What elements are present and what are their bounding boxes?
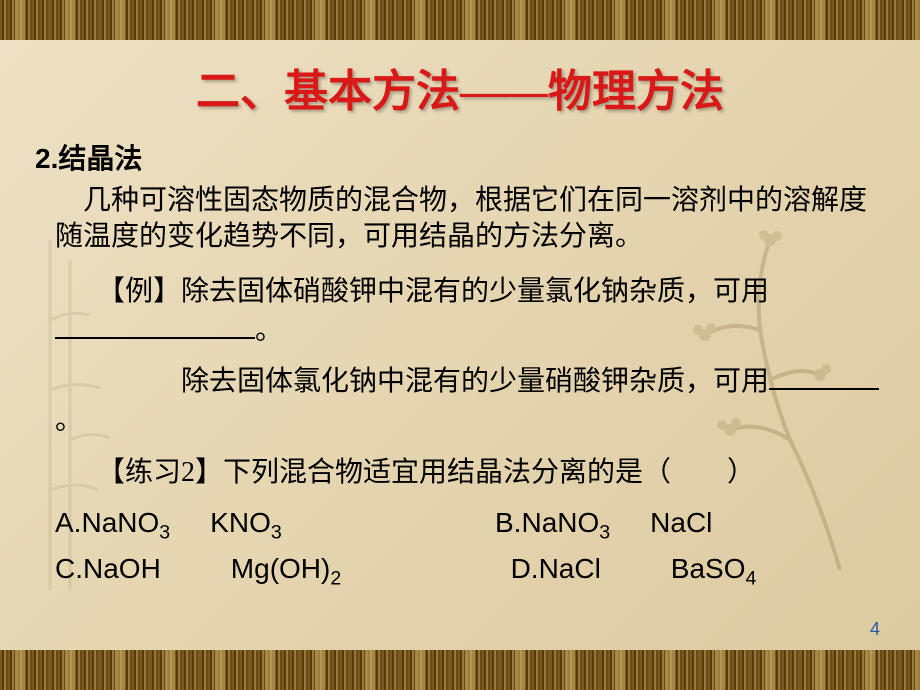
option-A-s1: 3 [159,521,170,543]
option-C-s2: 2 [330,567,341,589]
option-A-c2: KNO [210,507,271,538]
example-block-2: 除去固体氯化钠中混有的少量硝酸钾杂质，可用。 [35,362,885,440]
option-A: A.NaNO3KNO3 [55,502,495,548]
section-heading: 2.结晶法 [35,137,885,177]
option-D-c2: BaSO [671,553,746,584]
option-A-key: A. [55,507,81,538]
example-label: 【例】 [97,276,181,307]
option-C-key: C. [55,553,83,584]
option-B-s1: 3 [599,521,610,543]
exercise-block: 【练习2】下列混合物适宜用结晶法分离的是（ ） [35,453,885,492]
slide-title: 二、基本方法——物理方法 [35,55,885,119]
decorative-border-bottom [0,650,920,690]
example-block: 【例】除去固体硝酸钾中混有的少量氯化钠杂质，可用。 [35,272,885,350]
exercise-question: 下列混合物适宜用结晶法分离的是（ ） [223,457,755,488]
option-B-c2: NaCl [650,507,712,538]
options-block: A.NaNO3KNO3 B.NaNO3NaCl C.NaOHMg(OH)2 D.… [35,502,885,594]
section-description: 几种可溶性固态物质的混合物，根据它们在同一溶剂中的溶解度随温度的变化趋势不同，可… [35,183,885,256]
option-A-s2: 3 [271,521,282,543]
blank-1 [55,314,255,339]
example-end-1: 。 [255,315,283,346]
option-D-key: D. [511,553,539,584]
option-A-c1: NaNO [81,507,159,538]
options-row-1: A.NaNO3KNO3 B.NaNO3NaCl [55,502,885,548]
option-B-c1: NaNO [521,507,599,538]
page-number: 4 [870,619,880,640]
options-row-2: C.NaOH Mg(OH)2 D.NaCl BaSO4 [55,548,885,594]
option-C-c1: NaOH [83,553,161,584]
blank-2 [769,365,879,390]
option-D: D.NaCl BaSO4 [495,548,885,594]
option-B: B.NaNO3 NaCl [495,502,885,548]
option-C-c2: Mg(OH) [231,553,331,584]
option-B-key: B. [495,507,521,538]
example-text-1a: 除去固体硝酸钾中混有的少量氯化钠杂质，可用 [181,276,769,307]
example-text-2a: 除去固体氯化钠中混有的少量硝酸钾杂质，可用 [181,366,769,397]
option-D-s2: 4 [746,567,757,589]
example-end-2: 。 [55,405,83,436]
option-D-c1: NaCl [539,553,601,584]
exercise-label: 【练习2】 [97,457,223,488]
option-C: C.NaOH Mg(OH)2 [55,548,495,594]
slide-content: 二、基本方法——物理方法 2.结晶法 几种可溶性固态物质的混合物，根据它们在同一… [0,0,920,634]
